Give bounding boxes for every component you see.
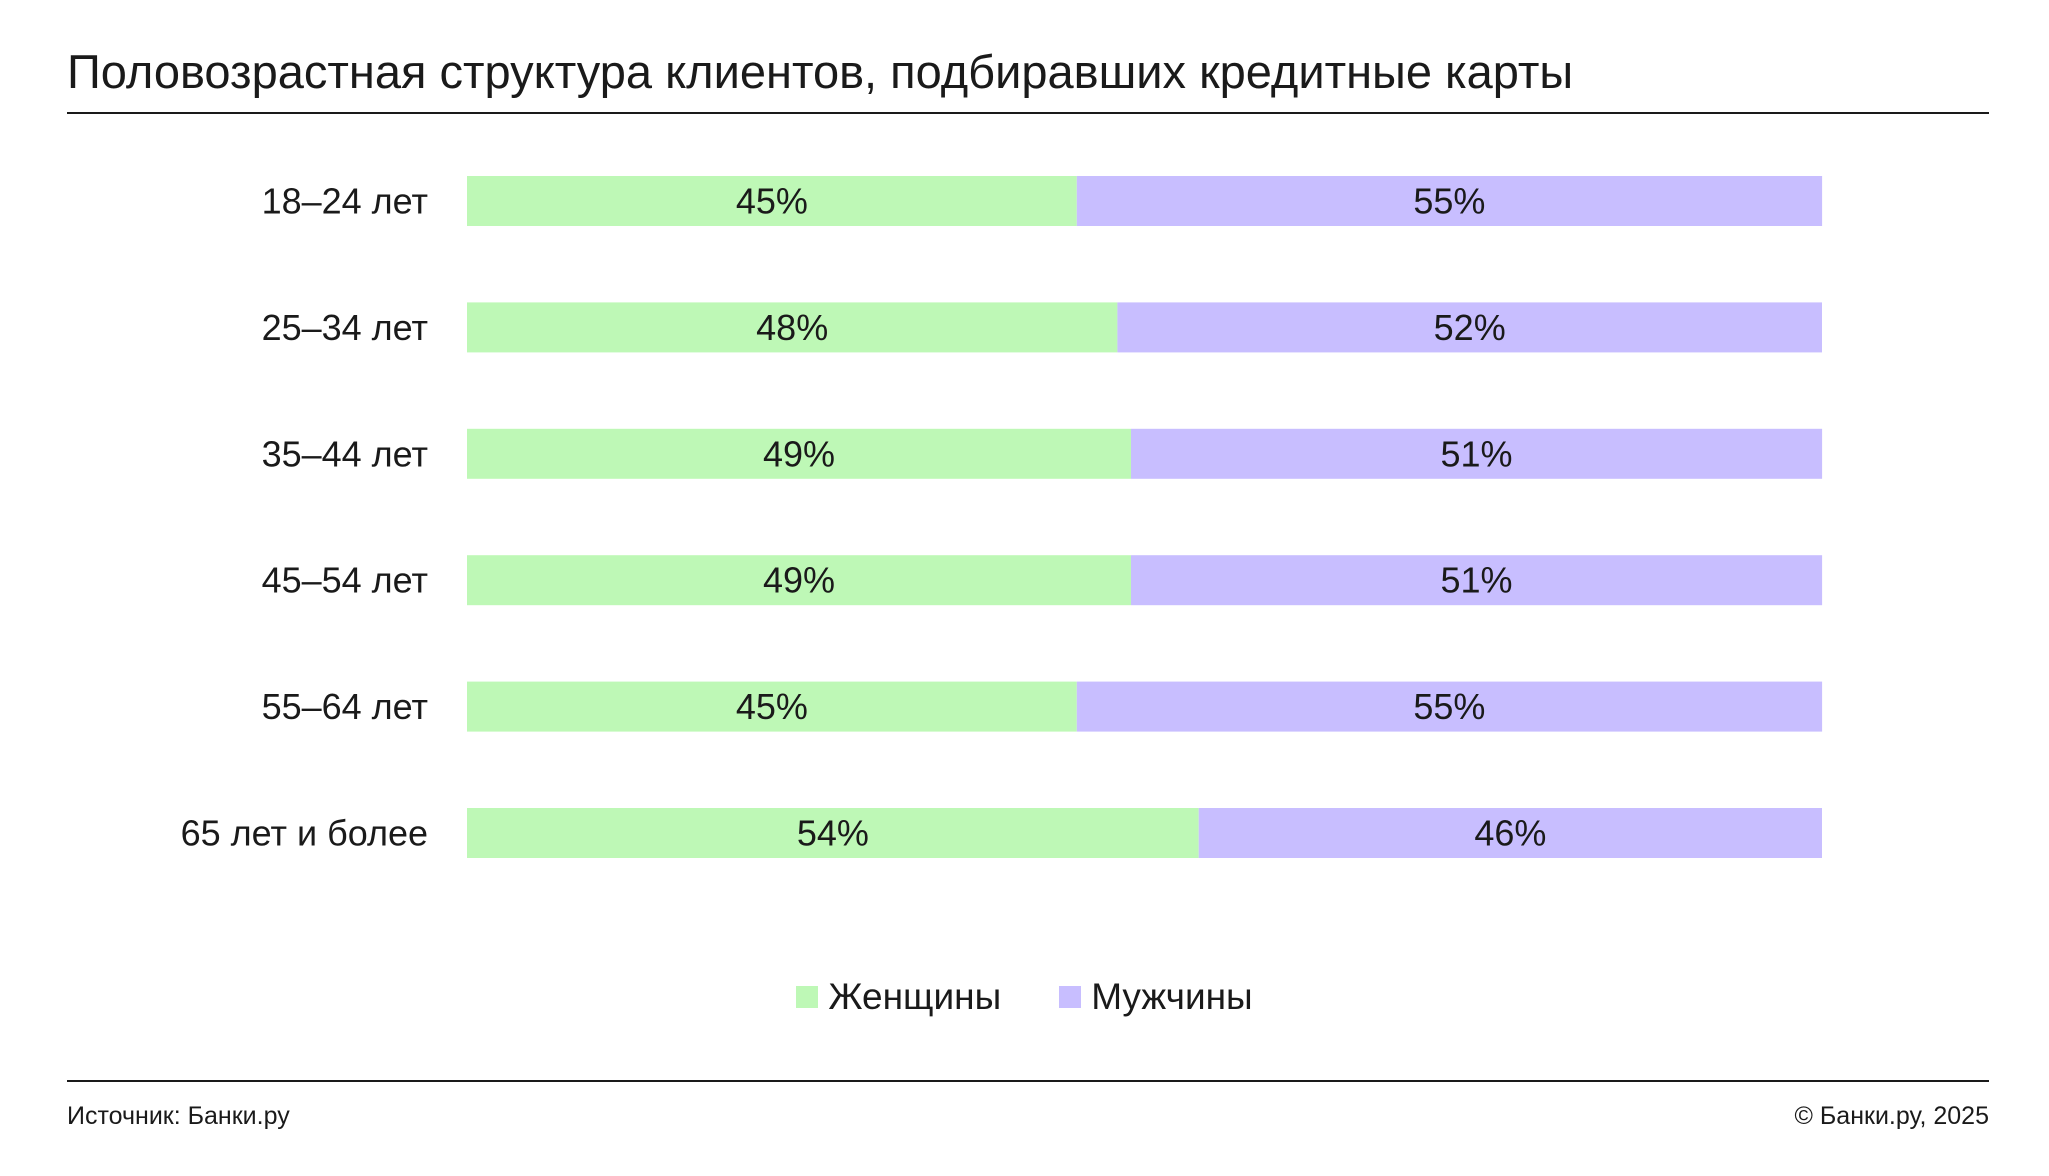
chart-title: Половозрастная структура клиентов, подби…	[67, 45, 1574, 98]
chart-legend: Женщины Мужчины	[0, 972, 2049, 1022]
bar-segment-women-6	[467, 808, 1199, 858]
data-label-men-6: 46%	[1474, 813, 1546, 854]
bar-segments	[467, 176, 1823, 858]
category-label-6: 65 лет и более	[181, 813, 428, 854]
data-label-men-3: 51%	[1440, 433, 1512, 474]
bar-segment-men-2	[1117, 302, 1822, 353]
data-label-women-3: 49%	[763, 433, 835, 474]
data-label-women-5: 45%	[736, 686, 808, 727]
category-label-1: 18–24 лет	[262, 181, 428, 222]
legend-swatch-women	[796, 986, 819, 1008]
data-label-men-5: 55%	[1413, 686, 1485, 727]
legend-item-women: Женщины	[796, 972, 1001, 1022]
data-label-women-6: 54%	[797, 813, 869, 854]
copyright-note: © Банки.ру, 2025	[1794, 1102, 1989, 1130]
legend-label-women: Женщины	[828, 976, 1002, 1017]
category-label-4: 45–54 лет	[262, 560, 428, 601]
data-label-women-2: 48%	[756, 307, 828, 348]
category-label-2: 25–34 лет	[262, 307, 428, 348]
legend-label-men: Мужчины	[1091, 976, 1253, 1017]
title-divider	[67, 112, 1989, 114]
bar-segment-men-5	[1076, 681, 1823, 732]
bar-segment-women-2	[467, 302, 1118, 353]
bar-segment-women-3	[467, 428, 1131, 479]
source-note: Источник: Банки.ру	[67, 1102, 290, 1130]
data-labels: 45% 55% 48% 52% 49% 51% 49% 51% 45% 55% 54% 46%	[736, 181, 1547, 854]
bar-segment-men-4	[1131, 555, 1823, 606]
data-label-men-1: 55%	[1413, 181, 1485, 222]
category-labels: 18–24 лет 25–34 лет 35–44 лет 45–54 лет 55–6…	[181, 181, 428, 854]
stacked-bar-chart: 18–24 лет 25–34 лет 35–44 лет 45–54 лет 55–6…	[181, 176, 1823, 858]
legend-item-men: Мужчины	[1059, 972, 1253, 1022]
bar-segment-men-3	[1131, 428, 1823, 479]
category-label-3: 35–44 лет	[262, 433, 428, 474]
data-label-men-4: 51%	[1440, 560, 1512, 601]
bar-segment-men-1	[1076, 176, 1823, 226]
data-label-women-1: 45%	[736, 181, 808, 222]
category-label-5: 55–64 лет	[262, 686, 428, 727]
bar-segment-men-6	[1198, 808, 1822, 858]
footer-divider	[67, 1080, 1989, 1082]
bar-segment-women-5	[467, 681, 1077, 732]
data-label-men-2: 52%	[1434, 307, 1506, 348]
bar-segment-women-1	[467, 176, 1077, 226]
data-label-women-4: 49%	[763, 560, 835, 601]
legend-swatch-men	[1059, 986, 1082, 1008]
bar-segment-women-4	[467, 555, 1131, 606]
